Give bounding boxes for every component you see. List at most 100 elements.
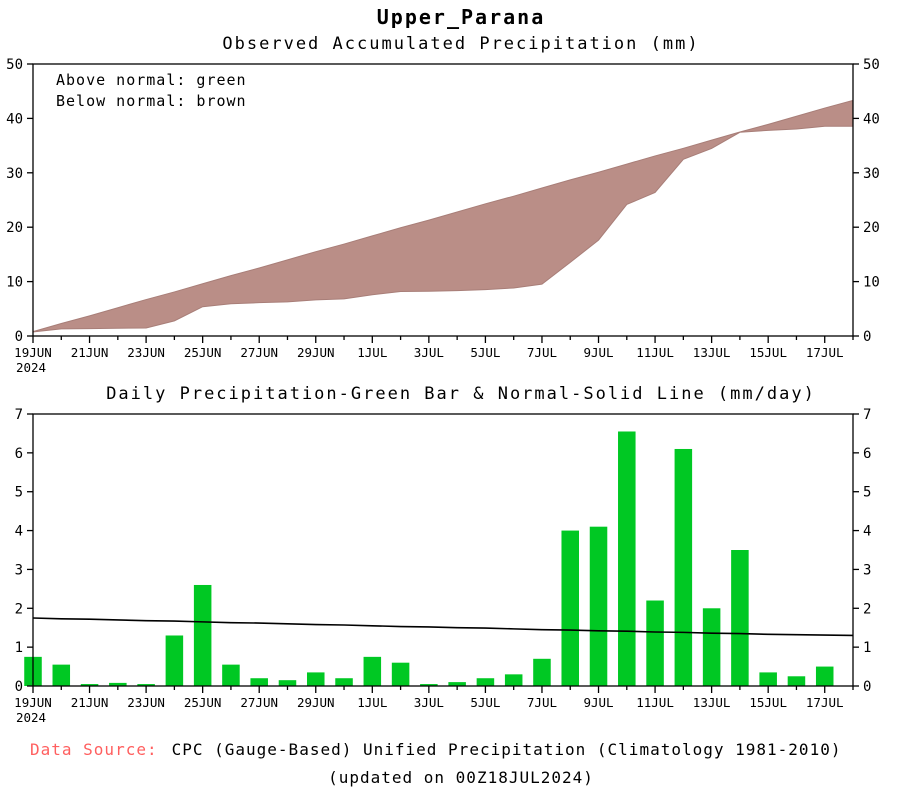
y-axis-label-left: 0 bbox=[15, 329, 23, 345]
x-axis-label: 1JUL bbox=[357, 345, 387, 360]
x-axis-label: 9JUL bbox=[583, 345, 613, 360]
x-axis-label: 19JUN bbox=[14, 345, 52, 360]
x-axis-label: 27JUN bbox=[240, 695, 278, 710]
daily-chart-plot-area: 0 0 1 1 2 2 3 3 4 4 5 5 6 6 7 7 19JUN 21JUN 23JUN 25JUN 27JU… bbox=[0, 406, 922, 726]
y-axis-label-left: 10 bbox=[6, 275, 23, 291]
y-axis-label-right: 4 bbox=[863, 524, 871, 540]
x-axis-label: 11JUL bbox=[636, 345, 674, 360]
y-axis-label-left: 20 bbox=[6, 220, 23, 236]
x-axis-label: 27JUN bbox=[240, 345, 278, 360]
y-axis-label-left: 2 bbox=[15, 601, 23, 617]
y-axis-label-right: 10 bbox=[863, 275, 880, 291]
daily-precip-bar bbox=[363, 656, 382, 686]
daily-precip-bar bbox=[306, 672, 325, 686]
x-axis-label: 29JUN bbox=[297, 345, 335, 360]
x-axis-label: 7JUL bbox=[527, 345, 557, 360]
color-legend-note: Above normal: green Below normal: brown bbox=[56, 70, 247, 112]
daily-precip-bar bbox=[109, 682, 127, 686]
page-title: Upper_Parana bbox=[376, 5, 546, 29]
y-axis-label-right: 0 bbox=[863, 679, 871, 695]
y-axis-label-right: 7 bbox=[863, 407, 871, 423]
daily-precip-bar bbox=[420, 684, 438, 686]
accumulated-precip-chart: Observed Accumulated Precipitation (mm) … bbox=[0, 34, 922, 376]
y-axis-label-right: 1 bbox=[863, 640, 871, 656]
x-axis-label: 21JUN bbox=[71, 695, 109, 710]
y-axis-label-left: 6 bbox=[15, 446, 23, 462]
x-axis-label: 5JUL bbox=[470, 345, 500, 360]
accumulated-chart-svg: 0 0 10 10 20 20 30 30 40 40 50 50 19JUN 21JUN 23JUN 25J… bbox=[6, 57, 880, 375]
daily-precip-bar bbox=[787, 676, 806, 686]
y-axis-label-left: 50 bbox=[6, 57, 23, 73]
daily-precip-bar bbox=[391, 662, 410, 686]
daily-precip-bar bbox=[589, 526, 608, 686]
y-axis-label-left: 0 bbox=[15, 679, 23, 695]
x-axis-label: 7JUL bbox=[527, 695, 557, 710]
x-axis-label: 25JUN bbox=[184, 345, 222, 360]
below-normal-band bbox=[32, 99, 854, 333]
x-axis-label: 19JUN bbox=[14, 695, 52, 710]
x-axis-label: 17JUL bbox=[806, 695, 844, 710]
y-axis-label-left: 40 bbox=[6, 111, 23, 127]
x-axis-label: 21JUN bbox=[71, 345, 109, 360]
plot-frame bbox=[32, 413, 854, 687]
daily-precip-bar bbox=[278, 680, 297, 686]
y-axis-label-left: 1 bbox=[15, 640, 23, 656]
y-axis-label-right: 5 bbox=[863, 485, 871, 501]
daily-precip-bar bbox=[448, 682, 466, 686]
x-axis-label: 23JUN bbox=[127, 345, 165, 360]
y-axis-label-right: 40 bbox=[863, 111, 880, 127]
x-axis-year-label: 2024 bbox=[16, 360, 46, 375]
y-axis-label-right: 3 bbox=[863, 562, 871, 578]
daily-chart-svg: 0 0 1 1 2 2 3 3 4 4 5 5 6 6 7 7 19JUN 21JUN 23JUN 25JUN 27JU… bbox=[14, 407, 871, 725]
x-axis-label: 13JUL bbox=[693, 345, 731, 360]
daily-precip-bar bbox=[759, 672, 777, 686]
y-axis-label-right: 6 bbox=[863, 446, 871, 462]
daily-precip-bar bbox=[731, 550, 749, 686]
daily-precip-bar bbox=[504, 674, 523, 686]
y-axis-label-left: 4 bbox=[15, 524, 23, 540]
y-axis-label-left: 7 bbox=[15, 407, 23, 423]
x-axis-label: 11JUL bbox=[636, 695, 674, 710]
x-axis-label: 9JUL bbox=[583, 695, 613, 710]
data-source-line: Data Source: CPC (Gauge-Based) Unified Pr… bbox=[0, 740, 922, 759]
daily-precip-chart: Daily Precipitation-Green Bar & Normal-S… bbox=[0, 384, 922, 726]
y-axis-label-right: 50 bbox=[863, 57, 880, 73]
footer: Data Source: CPC (Gauge-Based) Unified Pr… bbox=[0, 740, 922, 787]
daily-precip-bar bbox=[52, 664, 71, 686]
x-axis-label: 3JUL bbox=[414, 695, 444, 710]
normal-precip-line bbox=[32, 617, 854, 637]
x-axis-label: 13JUL bbox=[693, 695, 731, 710]
x-axis-label: 29JUN bbox=[297, 695, 335, 710]
y-axis-label-right: 30 bbox=[863, 166, 880, 182]
data-source-text: CPC (Gauge-Based) Unified Precipitation … bbox=[171, 740, 842, 759]
updated-timestamp: (updated on 00Z18JUL2024) bbox=[328, 768, 594, 787]
x-axis-label: 15JUL bbox=[749, 345, 787, 360]
daily-precip-bar bbox=[533, 658, 551, 686]
daily-precip-bar bbox=[222, 664, 240, 686]
daily-precip-bar bbox=[674, 448, 693, 686]
x-axis-label: 17JUL bbox=[806, 345, 844, 360]
y-axis-label-left: 30 bbox=[6, 166, 23, 182]
x-axis-label: 1JUL bbox=[357, 695, 387, 710]
legend-below-normal: Below normal: brown bbox=[56, 92, 247, 110]
daily-precip-bar bbox=[193, 584, 212, 686]
y-axis-label-right: 0 bbox=[863, 329, 871, 345]
data-source-label: Data Source: bbox=[30, 740, 158, 759]
y-axis-label-left: 5 bbox=[15, 485, 23, 501]
y-axis-label-left: 3 bbox=[15, 562, 23, 578]
daily-precip-bar bbox=[165, 635, 184, 686]
plot-frame bbox=[32, 63, 854, 337]
daily-precip-bar bbox=[476, 678, 495, 686]
daily-precip-bar bbox=[561, 530, 580, 686]
daily-precip-bar bbox=[618, 431, 636, 686]
x-axis-label: 25JUN bbox=[184, 695, 222, 710]
accumulated-chart-title: Observed Accumulated Precipitation (mm) bbox=[222, 34, 700, 54]
accumulated-chart-plot-area: 0 0 10 10 20 20 30 30 40 40 50 50 19JUN 21JUN 23JUN 25J… bbox=[0, 56, 922, 376]
daily-precip-bar bbox=[137, 684, 155, 686]
x-axis-label: 3JUL bbox=[414, 345, 444, 360]
x-axis-label: 15JUL bbox=[749, 695, 787, 710]
y-axis-label-right: 2 bbox=[863, 601, 871, 617]
legend-above-normal: Above normal: green bbox=[56, 71, 247, 89]
y-axis-label-right: 20 bbox=[863, 220, 880, 236]
